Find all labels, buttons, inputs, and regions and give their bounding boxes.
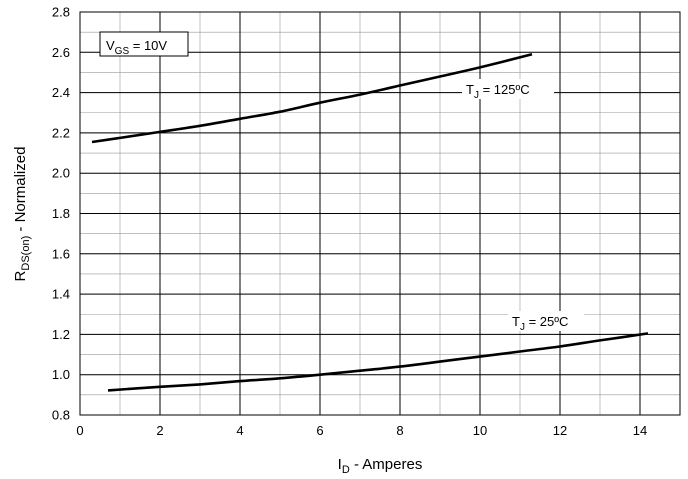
x-tick-label: 2 <box>156 423 163 438</box>
x-tick-label: 8 <box>396 423 403 438</box>
y-tick-label: 1.0 <box>52 367 70 382</box>
curve-tj-125c <box>91 53 533 144</box>
series-label-125c-main: T <box>466 82 474 97</box>
curves <box>91 53 649 392</box>
series-label-25c-sub: J <box>520 322 525 333</box>
y-tick-label: 2.2 <box>52 125 70 140</box>
legend-box-text: VGS = 10V <box>106 38 167 57</box>
legend-box: VGS = 10V <box>99 31 189 57</box>
series-label-25c-bg <box>508 311 584 331</box>
x-tick-label: 12 <box>553 423 567 438</box>
y-tick-label: 2.4 <box>52 85 70 100</box>
legend-box-sub: GS <box>115 46 130 57</box>
series-label-25c-rest: = 25ºC <box>525 314 568 329</box>
x-tick-label: 10 <box>473 423 487 438</box>
x-tick-label: 14 <box>633 423 647 438</box>
series-label-25c-text: TJ = 25ºC <box>512 314 568 333</box>
legend-box-frame <box>99 31 189 57</box>
x-tick-labels: 0 2 4 6 8 10 12 14 <box>76 423 647 438</box>
series-label-125c-bg <box>462 79 554 99</box>
y-tick-label: 1.4 <box>52 287 70 302</box>
y-axis-label-sub: DS(on) <box>20 236 32 271</box>
x-tick-label: 4 <box>236 423 243 438</box>
y-tick-labels: 0.8 1.0 1.2 1.4 1.6 1.8 2.0 2.2 2.4 2.6 2.8 <box>52 5 70 423</box>
y-axis-label: RDS(on) - Normalized <box>12 147 32 282</box>
y-tick-label: 2.8 <box>52 5 70 20</box>
x-axis-label-main: I <box>338 456 342 473</box>
y-tick-label: 1.8 <box>52 206 70 221</box>
y-axis-label-rest: - Normalized <box>12 147 29 236</box>
x-axis-label-sub: D <box>342 464 350 476</box>
series-label-125c-rest: = 125ºC <box>479 82 530 97</box>
series-label-25c-main: T <box>512 314 520 329</box>
x-axis-label: ID - Amperes <box>338 456 423 476</box>
series-label-25c: TJ = 25ºC <box>508 311 584 333</box>
y-tick-label: 2.6 <box>52 45 70 60</box>
x-tick-label: 0 <box>76 423 83 438</box>
x-axis-label-rest: - Amperes <box>350 456 423 473</box>
y-axis-label-main: R <box>12 270 29 281</box>
y-tick-label: 2.0 <box>52 166 70 181</box>
x-tick-label: 6 <box>316 423 323 438</box>
series-label-125c-sub: J <box>474 90 479 101</box>
y-tick-label: 0.8 <box>52 408 70 423</box>
curve-tj-25c <box>107 332 649 392</box>
y-tick-label: 1.2 <box>52 327 70 342</box>
legend-box-rest: = 10V <box>129 38 167 53</box>
legend-box-main: V <box>106 38 115 53</box>
y-tick-label: 1.6 <box>52 246 70 261</box>
series-label-125c: TJ = 125ºC <box>462 79 554 101</box>
plot-frame <box>79 11 681 416</box>
grid <box>80 12 680 415</box>
series-label-125c-text: TJ = 125ºC <box>466 82 530 101</box>
